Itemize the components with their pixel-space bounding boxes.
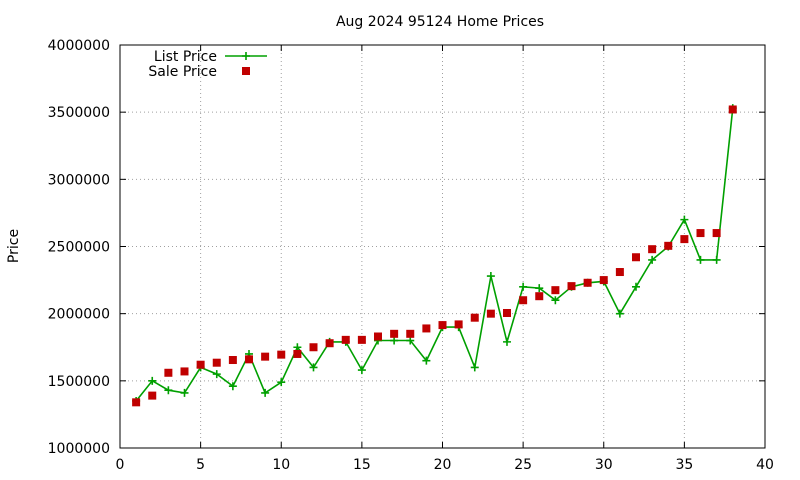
sale-price-point — [374, 332, 382, 341]
sale-price-point — [406, 329, 415, 338]
sale-price-point — [470, 313, 479, 322]
list-price-point — [535, 284, 544, 293]
sale-price-point — [148, 391, 157, 400]
list-price-line — [135, 108, 734, 402]
x-tick-label: 15 — [353, 457, 371, 473]
sale-price-point — [680, 235, 689, 244]
list-price-point — [680, 215, 689, 224]
sale-price-point — [664, 241, 673, 250]
list-price-point — [615, 309, 624, 318]
legend: List Price Sale Price — [148, 49, 267, 80]
sale-price-point — [632, 253, 640, 262]
legend-label-sale-price: Sale Price — [148, 64, 217, 80]
sale-price-point — [132, 398, 141, 407]
sale-price-point — [180, 367, 189, 376]
list-price-point — [309, 363, 318, 372]
sale-price-point — [212, 358, 221, 367]
list-price-point — [228, 382, 237, 391]
sale-price-point — [341, 335, 350, 344]
x-tick-label: 5 — [196, 457, 205, 473]
legend-sample-sale-price — [242, 67, 250, 75]
legend-marker-sale-price — [242, 67, 250, 75]
list-price-point — [486, 272, 495, 281]
y-tick-label: 3000000 — [48, 172, 110, 188]
sale-price-point — [438, 321, 447, 330]
y-tick-label: 2000000 — [48, 307, 110, 323]
sale-price-point — [245, 355, 253, 364]
list-price-point — [180, 388, 189, 397]
sale-price-point — [503, 308, 511, 317]
sale-price-point — [196, 360, 205, 369]
sale-price-point — [261, 352, 270, 361]
sale-price-point — [454, 320, 463, 329]
list-price-point — [422, 356, 431, 365]
y-tick-label: 1500000 — [48, 374, 110, 390]
sale-price-point — [696, 229, 705, 238]
list-price-point — [357, 366, 366, 375]
sale-price-point — [357, 335, 366, 344]
sale-price-point — [728, 105, 737, 114]
sale-price-point — [228, 356, 237, 365]
list-price-point — [648, 255, 657, 264]
x-tick-label: 20 — [434, 457, 452, 473]
y-axis-label: Price — [6, 229, 22, 263]
legend-marker-list-price — [242, 52, 250, 60]
list-price-point — [503, 337, 511, 346]
sale-price-point — [551, 286, 560, 295]
sale-price-point — [599, 276, 608, 285]
list-price-point — [390, 336, 399, 345]
x-tick-label: 25 — [514, 457, 532, 473]
list-price-point — [148, 376, 157, 385]
sale-price-point — [390, 329, 399, 338]
plot-frame — [119, 44, 766, 449]
y-tick-label: 4000000 — [48, 38, 110, 54]
sale-price-point — [309, 343, 318, 352]
series-layer — [132, 104, 737, 407]
sale-price-point — [712, 229, 721, 238]
list-price-point — [277, 378, 286, 387]
legend-sample-list-price — [225, 52, 267, 60]
chart-title: Aug 2024 95124 Home Prices — [336, 14, 544, 30]
list-price-point — [261, 388, 270, 397]
list-price-point — [212, 370, 221, 379]
x-tick-label: 10 — [272, 457, 290, 473]
sale-price-point — [615, 268, 624, 277]
list-price-point — [551, 296, 560, 305]
sale-price-point — [648, 245, 657, 254]
list-price-point — [470, 363, 479, 372]
list-price-point — [712, 255, 721, 264]
x-tick-label: 0 — [116, 457, 125, 473]
list-price-point — [696, 255, 705, 264]
x-tick-label: 30 — [595, 457, 613, 473]
x-tick-label: 40 — [756, 457, 774, 473]
list-price-point — [293, 343, 302, 352]
sale-price-point — [583, 278, 592, 287]
axis-ticks: 0 5 10 15 20 25 30 35 40 1000000 1500000 2000000 250… — [48, 38, 774, 473]
y-tick-label: 1000000 — [48, 441, 110, 457]
sale-price-point — [277, 350, 286, 359]
list-price-point — [632, 282, 640, 291]
list-price-point — [519, 282, 528, 291]
y-tick-label: 3500000 — [48, 105, 110, 121]
sale-price-point — [422, 324, 431, 333]
sale-price-point — [164, 368, 173, 377]
list-price-point — [406, 336, 415, 345]
sale-price-point — [519, 296, 528, 305]
sale-price-point — [567, 282, 576, 291]
x-tick-label: 35 — [675, 457, 693, 473]
legend-label-list-price: List Price — [154, 49, 217, 65]
sale-price-point — [486, 309, 495, 318]
y-tick-label: 2500000 — [48, 240, 110, 256]
list-price-point — [164, 386, 173, 395]
sale-price-point — [325, 339, 334, 348]
sale-price-point — [535, 292, 544, 301]
sale-price-point — [293, 349, 302, 358]
